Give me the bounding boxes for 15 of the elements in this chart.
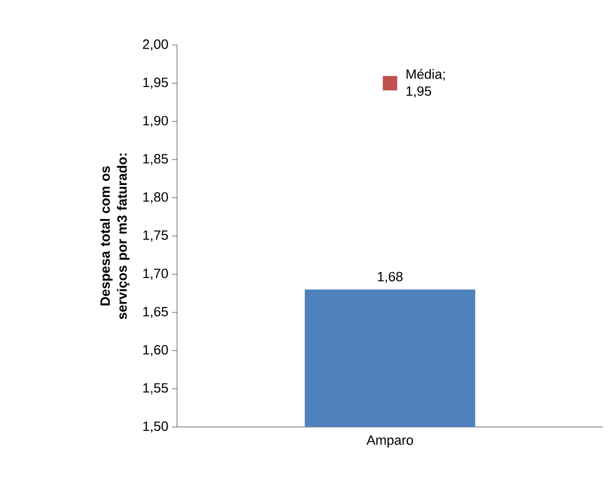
- y-tick-label: 1,70: [143, 268, 168, 280]
- y-tick-label: 2,00: [142, 39, 168, 51]
- data-label: Média; 1,95: [406, 68, 445, 98]
- y-tick-label: 1,90: [143, 116, 168, 127]
- y-tick-label: 1,75: [143, 230, 168, 242]
- x-tick-label: Amparo: [366, 436, 413, 448]
- y-tick-label: 1,55: [143, 383, 168, 394]
- y-tick-label: 1,65: [143, 306, 168, 318]
- y-tick-label: 1,95: [143, 78, 168, 89]
- y-tick-label: 1,50: [143, 421, 168, 433]
- y-tick-label: 1,85: [143, 154, 168, 166]
- y-axis-title: Despesa total com os serviços por m3 faturado:: [100, 154, 130, 320]
- data-label: 1,68: [378, 272, 403, 283]
- y-tick-label: 1,60: [143, 345, 168, 356]
- y-tick-label: 1,80: [143, 192, 168, 204]
